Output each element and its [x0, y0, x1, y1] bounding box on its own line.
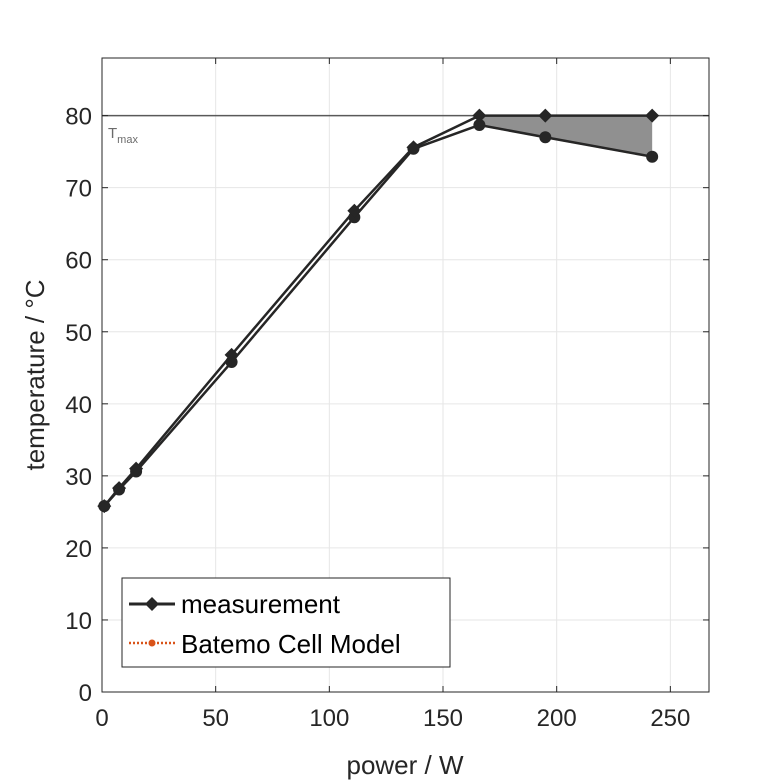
legend-box — [121, 577, 451, 668]
shaded-area — [479, 115, 653, 157]
series-lines — [97, 108, 660, 514]
y-tick-label: 60 — [65, 248, 92, 275]
tmax-label: Tmax — [108, 125, 138, 146]
measurement-point-core — [349, 206, 359, 216]
legend-model-label: Batemo Cell Model — [181, 629, 401, 659]
measurement-point-core — [114, 483, 124, 493]
measurement-point-core — [647, 111, 657, 121]
measurement-point-core — [227, 350, 237, 360]
y-tick-label: 70 — [65, 176, 92, 203]
y-tick-label: 40 — [65, 392, 92, 419]
y-axis-ticks: 0 10 20 30 40 50 60 70 80 — [65, 104, 709, 707]
model-point — [225, 356, 238, 369]
measurement-point-core — [540, 111, 550, 121]
x-axis-label: power / W — [346, 750, 463, 780]
x-tick-label: 0 — [95, 705, 108, 732]
legend: measurement Batemo Cell Model — [121, 577, 451, 668]
y-tick-label: 30 — [65, 464, 92, 491]
legend-measurement-marker — [145, 597, 159, 611]
y-axis-label: temperature / °C — [20, 279, 50, 470]
model-point — [539, 131, 552, 144]
plot-frame — [101, 57, 710, 693]
measurement-point-core — [99, 501, 109, 511]
x-tick-label: 250 — [650, 705, 690, 732]
grid — [102, 58, 709, 692]
model-point — [646, 150, 659, 163]
x-tick-label: 200 — [537, 705, 577, 732]
y-tick-label: 10 — [65, 608, 92, 635]
y-tick-label: 50 — [65, 320, 92, 347]
y-tick-label: 20 — [65, 536, 92, 563]
y-tick-label: 80 — [65, 104, 92, 131]
model-point — [473, 119, 486, 132]
measurement-point-core — [474, 111, 484, 121]
shaded-region — [479, 115, 653, 157]
x-tick-label: 100 — [309, 705, 349, 732]
measurement-point-core — [131, 464, 141, 474]
x-tick-label: 150 — [423, 705, 463, 732]
y-tick-label: 0 — [79, 680, 92, 707]
x-axis-ticks: 0 50 100 150 200 250 — [95, 58, 690, 732]
measurement-point-core — [408, 142, 418, 152]
x-tick-label: 50 — [202, 705, 229, 732]
legend-model-marker — [148, 639, 156, 647]
legend-measurement-label: measurement — [181, 589, 341, 619]
